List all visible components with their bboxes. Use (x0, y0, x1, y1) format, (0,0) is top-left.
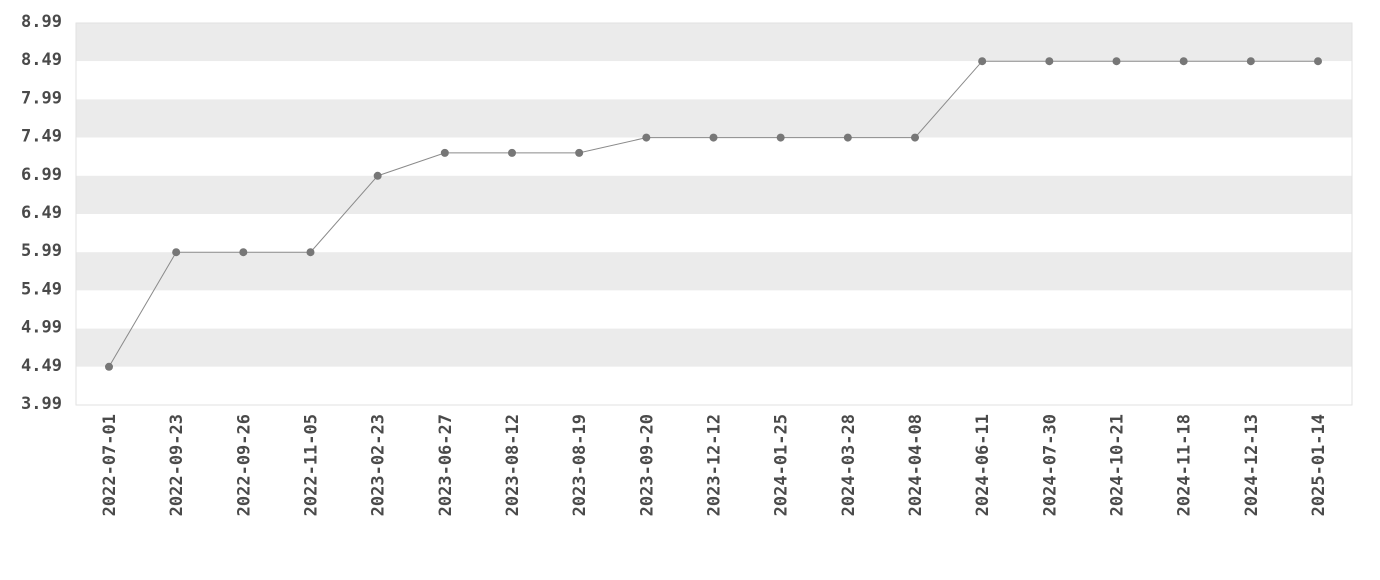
y-tick-label: 5.49 (21, 279, 62, 299)
y-tick-label: 6.49 (21, 203, 62, 223)
grid-band (76, 290, 1352, 329)
x-tick-label: 2023-08-19 (570, 414, 590, 516)
grid-bands (76, 23, 1352, 405)
data-point (440, 148, 449, 157)
data-point (843, 133, 852, 142)
x-tick-label: 2023-09-20 (637, 414, 657, 516)
x-axis: 2022-07-01 2022-09-23 2022-09-26 2022-11-05… (100, 414, 1329, 516)
data-point (1045, 57, 1054, 66)
x-tick-label: 2022-07-01 (100, 414, 120, 516)
grid-band (76, 23, 1352, 62)
data-point (1179, 57, 1188, 66)
y-tick-label: 5.99 (21, 241, 62, 261)
grid-band (76, 61, 1352, 100)
grid-band (76, 175, 1352, 214)
series-markers (105, 57, 1322, 371)
x-tick-label: 2023-08-12 (503, 414, 523, 516)
data-point (1314, 57, 1322, 66)
y-tick-label: 3.99 (21, 394, 62, 414)
grid-band (76, 214, 1352, 253)
data-point (575, 148, 584, 157)
data-point (709, 133, 718, 142)
grid-band (76, 328, 1352, 367)
data-point (642, 133, 651, 142)
data-point (911, 133, 919, 142)
x-tick-label: 2022-09-26 (234, 414, 254, 516)
x-tick-label: 2025-01-14 (1309, 414, 1329, 516)
y-tick-label: 6.99 (21, 165, 62, 185)
x-tick-label: 2024-01-25 (772, 414, 792, 516)
x-tick-label: 2024-07-30 (1040, 414, 1060, 516)
data-point (1112, 57, 1121, 66)
y-tick-label: 7.99 (21, 88, 62, 108)
data-point (508, 148, 516, 157)
data-point (105, 362, 113, 371)
data-point (172, 248, 181, 257)
x-tick-label: 2024-04-08 (906, 414, 926, 516)
x-tick-label: 2023-06-27 (436, 414, 456, 516)
grid-band (76, 366, 1352, 405)
data-point (978, 57, 987, 66)
y-tick-label: 7.49 (21, 127, 62, 147)
x-tick-label: 2024-10-21 (1108, 414, 1128, 516)
data-point (306, 248, 315, 257)
x-tick-label: 2023-02-23 (369, 414, 389, 516)
x-tick-label: 2022-11-05 (302, 414, 322, 516)
x-tick-label: 2023-12-12 (705, 414, 725, 516)
y-tick-label: 8.99 (21, 12, 62, 32)
data-point (373, 171, 382, 180)
data-point (776, 133, 785, 142)
y-tick-label: 8.49 (21, 50, 62, 70)
y-tick-label: 4.99 (21, 318, 62, 338)
x-tick-label: 2024-06-11 (973, 414, 993, 516)
grid-band (76, 137, 1352, 176)
plot-border (75, 22, 1353, 406)
y-axis: 3.99 4.49 4.99 5.49 5.99 6.49 6.99 7.49 7.99 8.49… (21, 12, 62, 414)
data-point (1246, 57, 1255, 66)
x-tick-label: 2022-09-23 (167, 414, 187, 516)
y-tick-label: 4.49 (21, 356, 62, 376)
grid-band (76, 99, 1352, 138)
x-tick-label: 2024-12-13 (1242, 414, 1262, 516)
x-tick-label: 2024-11-18 (1175, 414, 1195, 516)
data-point (239, 248, 248, 257)
x-tick-label: 2024-03-28 (839, 414, 859, 516)
grid-band (76, 252, 1352, 291)
